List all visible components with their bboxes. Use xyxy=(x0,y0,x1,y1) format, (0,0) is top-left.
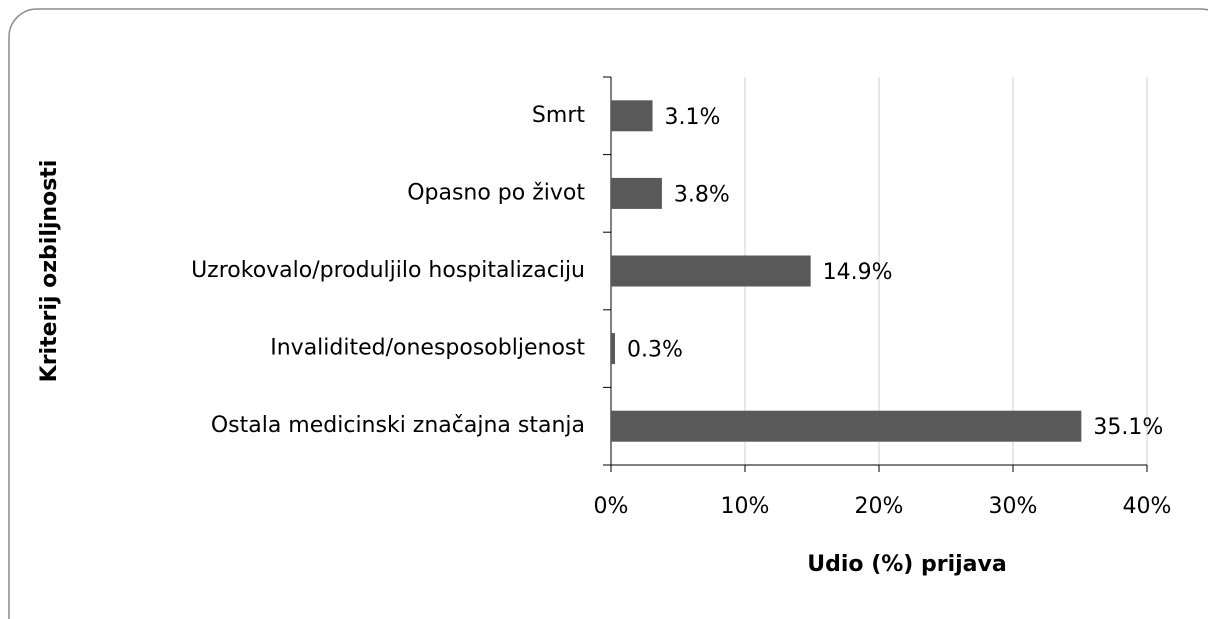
x-tick-label: 10% xyxy=(721,494,770,519)
x-tick-label: 0% xyxy=(594,494,629,519)
x-tick-label: 40% xyxy=(1123,494,1172,519)
value-label: 3.8% xyxy=(674,182,730,207)
y-axis-title: Kriterij ozbiljnosti xyxy=(37,160,62,383)
x-axis-title: Udio (%) prijava xyxy=(807,552,1006,577)
value-label: 0.3% xyxy=(627,338,683,363)
y-tick-label: Smrt xyxy=(532,103,585,128)
x-tick-label: 30% xyxy=(989,494,1038,519)
y-tick-label: Opasno po život xyxy=(407,180,585,205)
x-tick-label: 20% xyxy=(855,494,904,519)
value-label: 35.1% xyxy=(1093,415,1163,440)
bar xyxy=(611,255,811,287)
chart-frame xyxy=(8,8,1208,619)
bar xyxy=(611,100,653,132)
y-tick-label: Ostala medicinski značajna stanja xyxy=(211,413,585,438)
bar xyxy=(611,177,662,209)
bar xyxy=(611,410,1082,442)
bar xyxy=(611,333,616,365)
y-tick-label: Invalidited/onesposobljenost xyxy=(270,336,585,361)
value-label: 14.9% xyxy=(823,260,893,285)
y-tick-label: Uzrokovalo/produljilo hospitalizaciju xyxy=(191,258,585,283)
value-label: 3.1% xyxy=(665,105,721,130)
